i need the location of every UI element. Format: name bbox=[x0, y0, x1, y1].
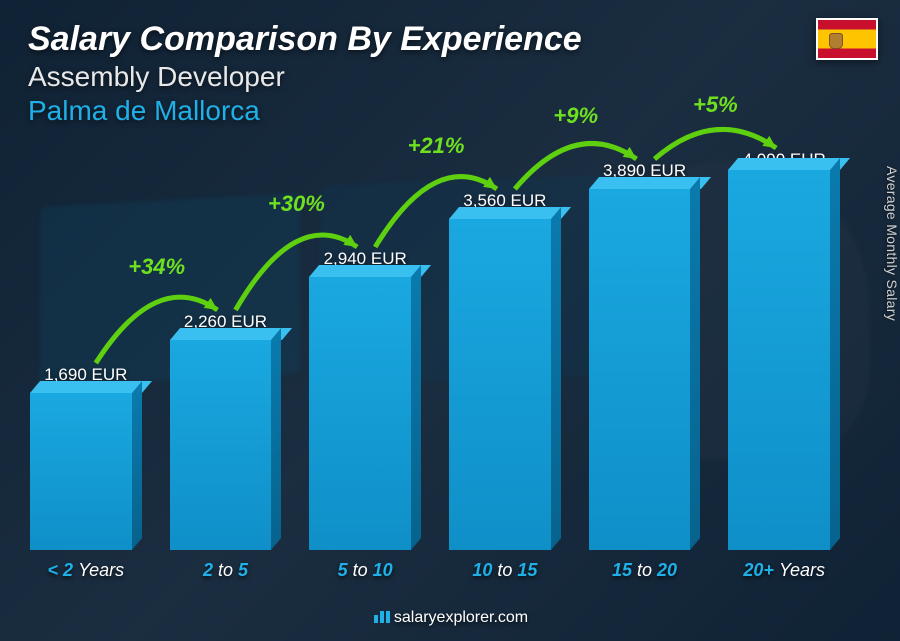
pct-label: +5% bbox=[693, 92, 738, 117]
country-flag-icon bbox=[816, 18, 878, 60]
chart-subtitle: Assembly Developer bbox=[28, 61, 582, 93]
pct-label: +30% bbox=[268, 191, 325, 216]
pct-arrow bbox=[515, 144, 637, 189]
pct-label: +9% bbox=[553, 103, 598, 128]
pct-label: +21% bbox=[408, 133, 465, 158]
pct-label: +34% bbox=[128, 254, 185, 279]
bar-chart: 1,690 EUR < 2 Years 2,260 EUR 2 to 5 2,9… bbox=[30, 150, 840, 581]
pct-arrow bbox=[655, 129, 777, 159]
pct-arrow bbox=[236, 235, 358, 310]
pct-arrow bbox=[375, 177, 497, 247]
chart-location: Palma de Mallorca bbox=[28, 95, 582, 127]
footer-site: salaryexplorer.com bbox=[394, 609, 528, 626]
logo-icon bbox=[372, 607, 390, 625]
footer: salaryexplorer.com bbox=[0, 607, 900, 627]
pct-arrow bbox=[96, 297, 218, 363]
header: Salary Comparison By Experience Assembly… bbox=[28, 20, 582, 127]
chart-title: Salary Comparison By Experience bbox=[28, 20, 582, 59]
y-axis-label: Average Monthly Salary bbox=[884, 166, 900, 321]
pct-arrows-layer: +34%+30%+21%+9%+5% bbox=[30, 150, 840, 581]
